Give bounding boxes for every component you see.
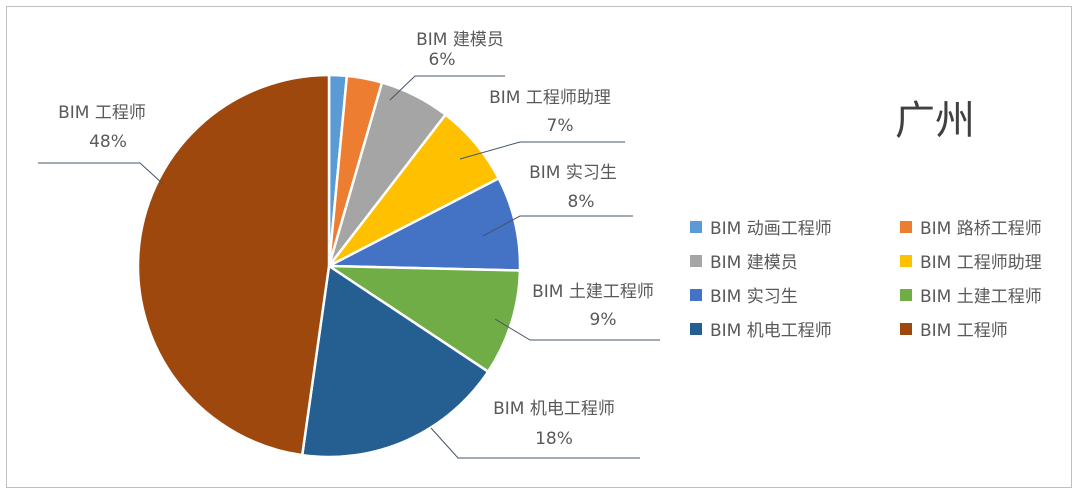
- legend-item-6: BIM 机电工程师: [690, 316, 832, 341]
- legend-item-2: BIM 建模员: [690, 248, 798, 273]
- legend-swatch-4: [690, 288, 702, 301]
- slice-percent-4: 8%: [568, 192, 595, 212]
- slice-percent-2: 6%: [429, 50, 456, 70]
- slice-label-5: BIM 土建工程师: [532, 282, 654, 302]
- legend-label-2: BIM 建模员: [710, 253, 798, 273]
- legend-label-3: BIM 工程师助理: [920, 253, 1042, 273]
- leader-line-3: [459, 141, 625, 160]
- slice-percent-5: 9%: [590, 310, 617, 330]
- legend-swatch-2: [690, 254, 702, 267]
- legend-label-7: BIM 工程师: [920, 321, 1008, 341]
- leader-line-4: [482, 215, 633, 237]
- legend-label-4: BIM 实习生: [710, 287, 798, 307]
- legend-item-3: BIM 工程师助理: [900, 248, 1042, 273]
- pie-slice-6: [300, 263, 490, 459]
- legend-swatch-5: [900, 288, 912, 301]
- slice-label-3: BIM 工程师助理: [489, 88, 611, 108]
- leader-line-7: [38, 162, 164, 185]
- slice-label-4: BIM 实习生: [529, 163, 617, 183]
- legend-item-1: BIM 路桥工程师: [900, 214, 1042, 239]
- leader-line-2: [389, 75, 505, 101]
- leader-line-5: [494, 318, 660, 341]
- slice-label-2: BIM 建模员: [416, 30, 504, 50]
- slice-label-6: BIM 机电工程师: [493, 399, 615, 419]
- pie-slice-5: [324, 264, 522, 374]
- legend-swatch-7: [900, 322, 912, 335]
- leader-line-6: [430, 427, 640, 459]
- legend-swatch-0: [690, 220, 702, 233]
- legend-label-6: BIM 机电工程师: [710, 321, 832, 341]
- legend-item-4: BIM 实习生: [690, 282, 798, 307]
- legend-label-0: BIM 动画工程师: [710, 219, 832, 239]
- slice-percent-3: 7%: [547, 116, 574, 136]
- legend-swatch-3: [900, 254, 912, 267]
- legend-label-5: BIM 土建工程师: [920, 287, 1042, 307]
- legend-label-1: BIM 路桥工程师: [920, 219, 1042, 239]
- legend-item-5: BIM 土建工程师: [900, 282, 1042, 307]
- slice-percent-6: 18%: [535, 429, 573, 449]
- legend-swatch-1: [900, 220, 912, 233]
- chart-title: 广州: [895, 98, 975, 144]
- legend-item-7: BIM 工程师: [900, 316, 1008, 341]
- slice-percent-7: 48%: [89, 132, 127, 152]
- pie-slice-4: [328, 176, 522, 272]
- legend-item-0: BIM 动画工程师: [690, 214, 832, 239]
- slice-label-7: BIM 工程师: [58, 103, 146, 123]
- legend-swatch-6: [690, 322, 702, 335]
- pie-slice-7: [136, 73, 331, 457]
